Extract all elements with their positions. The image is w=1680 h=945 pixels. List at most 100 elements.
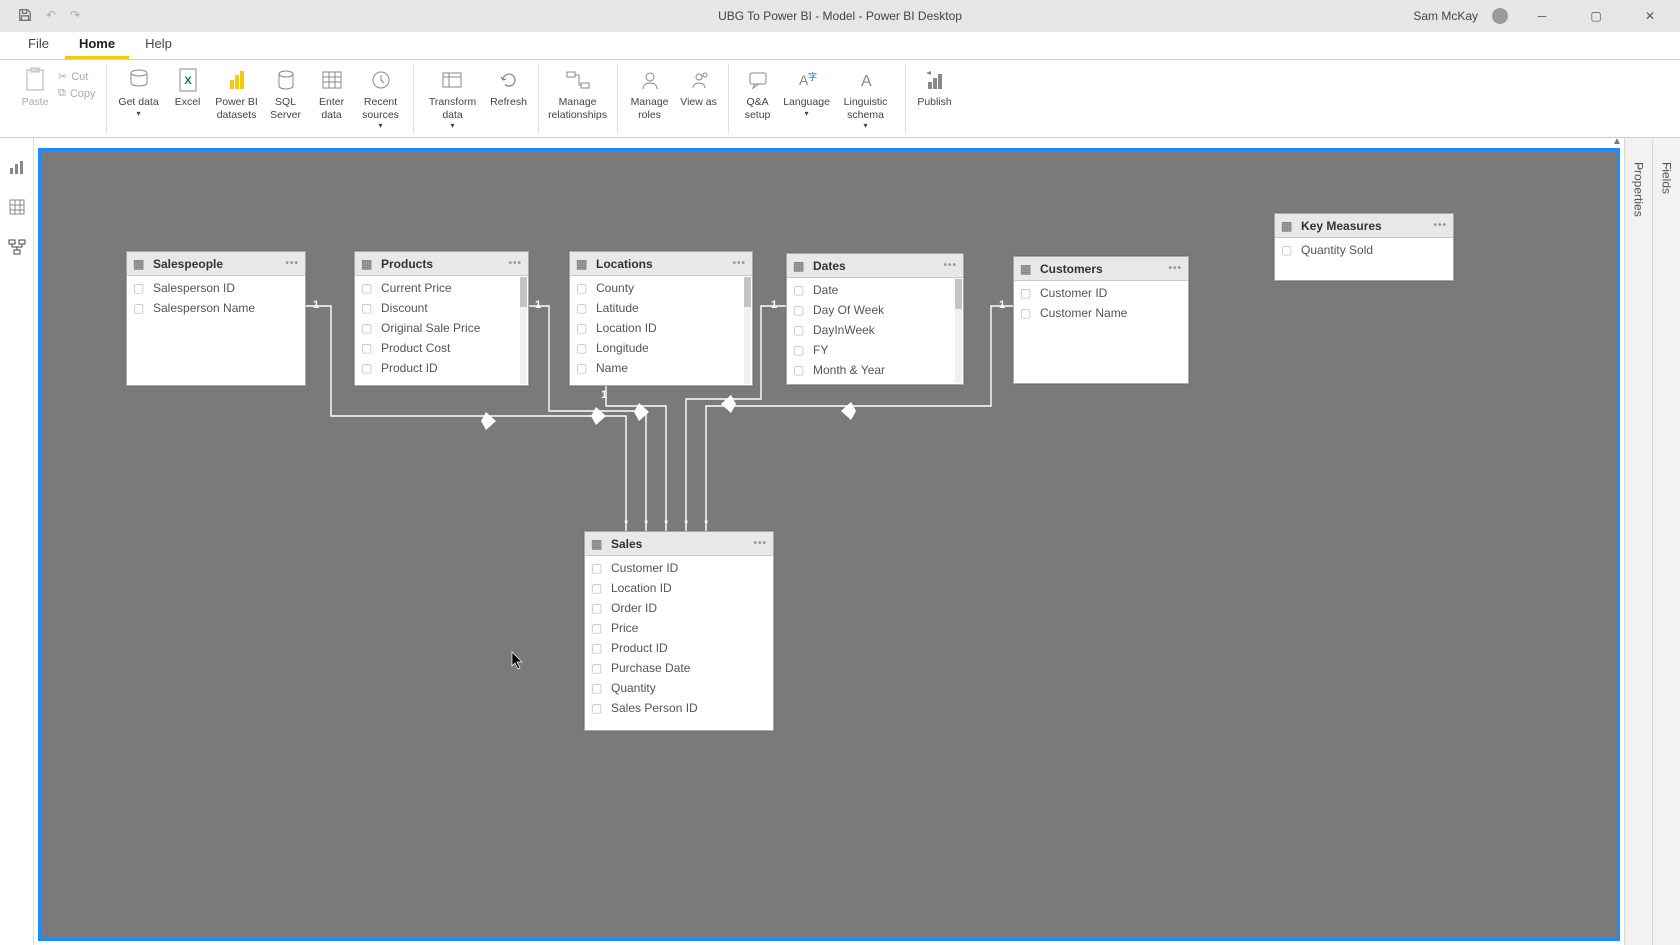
field-label: Quantity Sold: [1301, 243, 1373, 257]
table-title: Customers: [1040, 262, 1103, 276]
field-item[interactable]: ▢Purchase Date: [585, 658, 773, 678]
field-item[interactable]: ▢Longitude: [570, 338, 752, 358]
field-item[interactable]: ▢Quantity Sold: [1275, 240, 1453, 260]
view-as-button[interactable]: View as: [676, 64, 722, 109]
maximize-button[interactable]: ▢: [1576, 0, 1616, 32]
table-scrollbar[interactable]: [955, 279, 962, 383]
more-icon[interactable]: •••: [508, 258, 522, 269]
table-locations[interactable]: ▦Locations•••▢County▢Latitude▢Location I…: [569, 251, 753, 386]
user-avatar-icon[interactable]: [1492, 8, 1508, 24]
field-item[interactable]: ▢Customer ID: [1014, 283, 1188, 303]
linguistic-schema-button[interactable]: A Linguistic schema ▾: [833, 64, 899, 131]
field-item[interactable]: ▢Location ID: [585, 578, 773, 598]
qa-setup-button[interactable]: Q&A setup: [735, 64, 781, 121]
chevron-left-icon: ‹: [1637, 162, 1641, 174]
field-item[interactable]: ▢Customer Name: [1014, 303, 1188, 323]
field-icon: ▢: [591, 621, 605, 635]
table-customers[interactable]: ▦Customers•••▢Customer ID▢Customer Name: [1013, 256, 1189, 384]
field-item[interactable]: ▢Original Sale Price: [355, 318, 528, 338]
field-label: Quantity: [611, 681, 656, 695]
fields-pane-collapsed[interactable]: ‹ Fields: [1652, 138, 1680, 945]
excel-button[interactable]: X Excel: [165, 64, 211, 109]
manage-roles-button[interactable]: Manage roles: [624, 64, 676, 121]
field-item[interactable]: ▢Order ID: [585, 598, 773, 618]
field-item[interactable]: ▢Location ID: [570, 318, 752, 338]
field-label: County: [596, 281, 634, 295]
field-item[interactable]: ▢Sales Person ID: [585, 698, 773, 718]
field-item[interactable]: ▢Discount: [355, 298, 528, 318]
refresh-button[interactable]: Refresh: [486, 64, 532, 109]
sql-icon: [272, 66, 300, 94]
field-item[interactable]: ▢Price: [585, 618, 773, 638]
field-item[interactable]: ▢Salesperson ID: [127, 278, 305, 298]
close-button[interactable]: ✕: [1630, 0, 1670, 32]
tab-file[interactable]: File: [14, 30, 63, 59]
field-icon: ▢: [793, 303, 807, 317]
svg-text:*: *: [624, 518, 629, 530]
tab-home[interactable]: Home: [65, 30, 129, 59]
recent-sources-button[interactable]: Recent sources ▾: [355, 64, 407, 131]
table-scrollbar[interactable]: [520, 277, 527, 384]
cardinality-one: 1: [999, 299, 1005, 311]
table-dates[interactable]: ▦Dates•••▢Date▢Day Of Week▢DayInWeek▢FY▢…: [786, 253, 964, 385]
field-icon: ▢: [591, 661, 605, 675]
powerbi-icon: [223, 66, 251, 94]
field-item[interactable]: ▢Quantity: [585, 678, 773, 698]
more-icon[interactable]: •••: [1168, 263, 1182, 274]
transform-data-button[interactable]: Transform data ▾: [420, 64, 486, 131]
field-label: Date: [813, 283, 838, 297]
model-canvas[interactable]: * * * * * 1 1 1 1 1 ▦Salespeople•••▢Sale…: [38, 148, 1620, 941]
language-button[interactable]: A字 Language ▾: [781, 64, 833, 118]
field-item[interactable]: ▢Date: [787, 280, 963, 300]
svg-text:*: *: [704, 518, 709, 530]
field-item[interactable]: ▢Month & Year: [787, 360, 963, 380]
pbi-datasets-button[interactable]: Power BI datasets: [211, 64, 263, 121]
field-item[interactable]: ▢Product ID: [355, 358, 528, 378]
relationships-icon: [564, 66, 592, 94]
field-item[interactable]: ▢Customer ID: [585, 558, 773, 578]
publish-button[interactable]: Publish: [912, 64, 958, 109]
field-label: Name: [596, 361, 628, 375]
cut-button[interactable]: ✂Cut: [58, 70, 96, 83]
save-icon[interactable]: [18, 8, 32, 25]
field-item[interactable]: ▢County: [570, 278, 752, 298]
model-view-button[interactable]: [6, 236, 28, 258]
table-keymeasures[interactable]: ▦Key Measures•••▢Quantity Sold: [1274, 213, 1454, 281]
field-label: Location ID: [611, 581, 672, 595]
table-icon: ▦: [361, 257, 375, 271]
publish-icon: [921, 66, 949, 94]
table-products[interactable]: ▦Products•••▢Current Price▢Discount▢Orig…: [354, 251, 529, 386]
field-item[interactable]: ▢Current Price: [355, 278, 528, 298]
redo-icon[interactable]: ↷: [70, 8, 80, 25]
field-item[interactable]: ▢Name: [570, 358, 752, 378]
more-icon[interactable]: •••: [753, 538, 767, 549]
report-view-button[interactable]: [6, 156, 28, 178]
properties-pane-collapsed[interactable]: ‹ Properties: [1624, 138, 1652, 945]
paste-button[interactable]: Paste: [12, 64, 58, 109]
user-name[interactable]: Sam McKay: [1413, 9, 1478, 23]
field-item[interactable]: ▢Day Of Week: [787, 300, 963, 320]
more-icon[interactable]: •••: [943, 260, 957, 271]
field-item[interactable]: ▢Latitude: [570, 298, 752, 318]
field-item[interactable]: ▢Product Cost: [355, 338, 528, 358]
sql-server-button[interactable]: SQL Server: [263, 64, 309, 121]
table-scrollbar[interactable]: [744, 277, 751, 384]
more-icon[interactable]: •••: [1433, 220, 1447, 231]
table-sales[interactable]: ▦Sales•••▢Customer ID▢Location ID▢Order …: [584, 531, 774, 731]
more-icon[interactable]: •••: [285, 258, 299, 269]
get-data-button[interactable]: Get data ▾: [113, 64, 165, 118]
enter-data-button[interactable]: Enter data: [309, 64, 355, 121]
undo-icon[interactable]: ↶: [46, 8, 56, 25]
field-item[interactable]: ▢FY: [787, 340, 963, 360]
field-item[interactable]: ▢Salesperson Name: [127, 298, 305, 318]
field-item[interactable]: ▢Product ID: [585, 638, 773, 658]
table-salespeople[interactable]: ▦Salespeople•••▢Salesperson ID▢Salespers…: [126, 251, 306, 386]
minimize-button[interactable]: ─: [1522, 0, 1562, 32]
scroll-up-icon[interactable]: ▲: [1608, 134, 1626, 148]
field-item[interactable]: ▢DayInWeek: [787, 320, 963, 340]
data-view-button[interactable]: [6, 196, 28, 218]
copy-button[interactable]: ⧉Copy: [58, 87, 96, 100]
manage-relationships-button[interactable]: Manage relationships: [545, 64, 611, 121]
more-icon[interactable]: •••: [732, 258, 746, 269]
tab-help[interactable]: Help: [131, 30, 186, 59]
